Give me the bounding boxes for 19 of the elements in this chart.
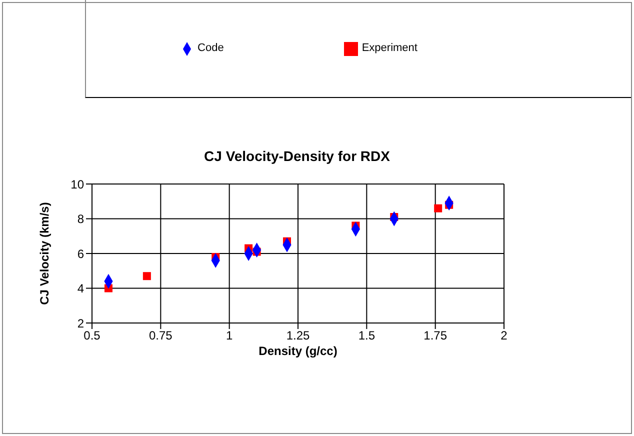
y-tick-label: 6	[77, 246, 84, 261]
x-tick-label: 2	[500, 328, 508, 343]
x-tick-label: 0.5	[84, 328, 101, 343]
y-tick-label: 10	[70, 177, 84, 192]
chart-title: CJ Velocity-Density for RDX	[203, 148, 391, 164]
x-tick-label: 1	[226, 328, 233, 343]
y-axis-title: CJ Velocity (km/s)	[37, 202, 52, 305]
legend-label: Code	[198, 42, 224, 54]
y-tick-label: 4	[77, 282, 84, 296]
y-tick-label: 8	[77, 212, 84, 226]
point	[142, 272, 151, 280]
legend-label: Experiment	[362, 42, 418, 54]
x-tick-label: 0.75	[148, 328, 173, 343]
x-tick-label: 1.75	[424, 328, 448, 343]
y-tick-label: 2	[77, 316, 84, 330]
x-axis-title: Density (g/cc)	[258, 344, 338, 358]
point	[434, 204, 442, 212]
x-tick-label: 1.5	[358, 328, 376, 343]
x-tick-label: 1.25	[286, 328, 310, 343]
